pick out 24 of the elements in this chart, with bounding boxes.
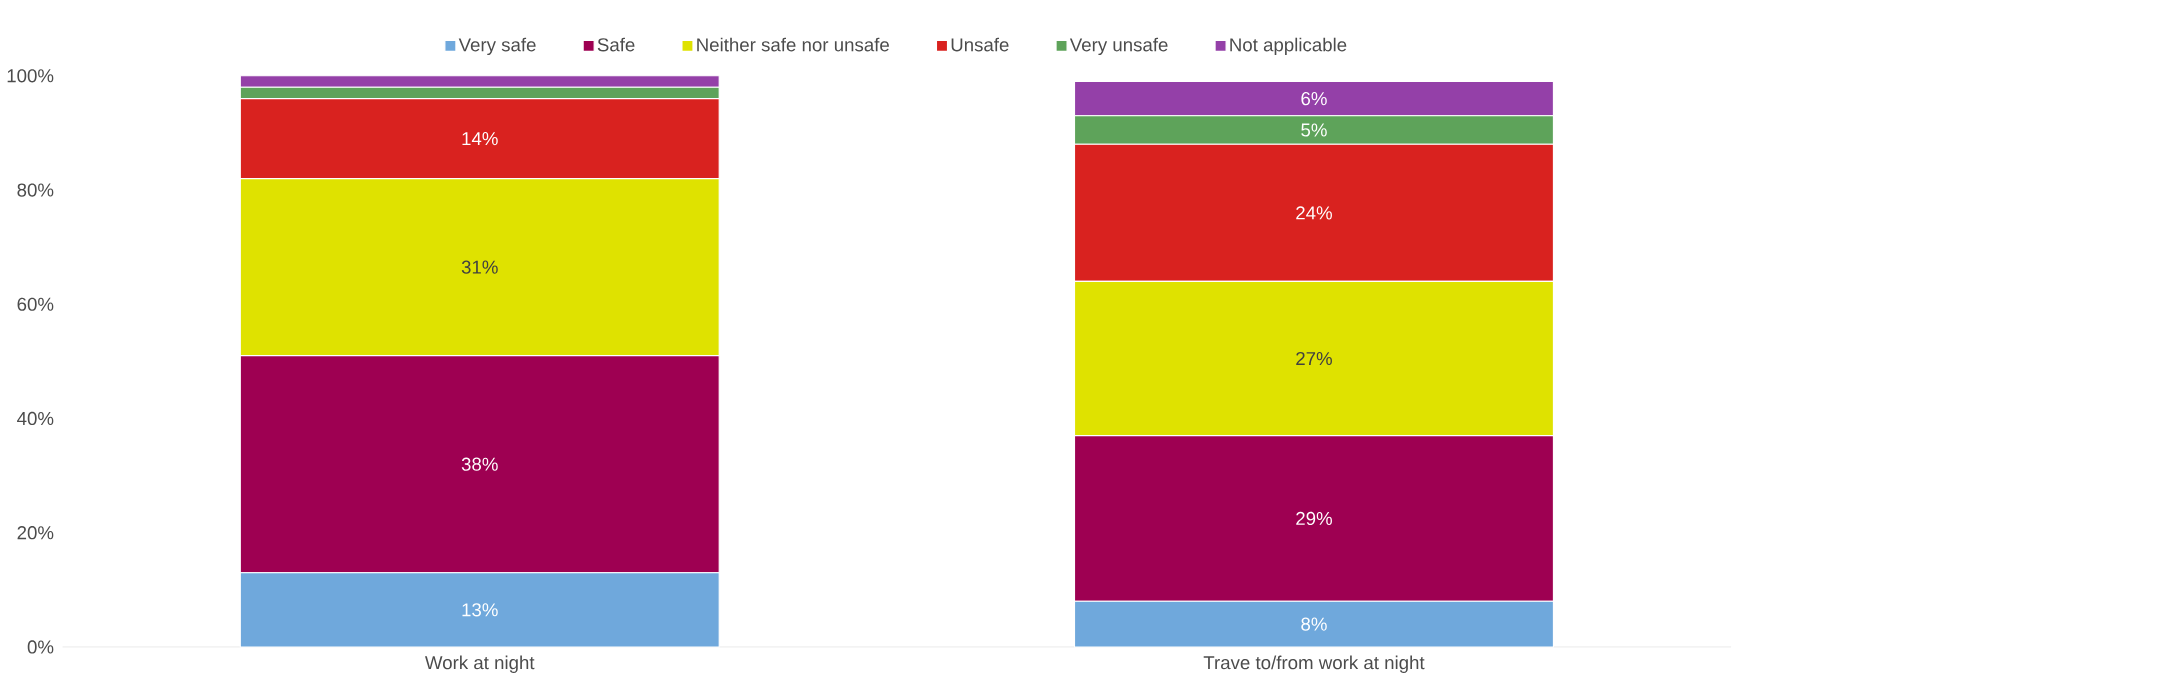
data-label: 27% xyxy=(1296,351,1332,366)
legend-label: Safe xyxy=(597,37,635,52)
y-tick-label: 20% xyxy=(17,526,54,540)
data-label: 14% xyxy=(462,132,498,146)
data-label: 6% xyxy=(1301,92,1327,106)
x-tick-label: Work at night xyxy=(425,655,535,673)
legend-label: Not applicable xyxy=(1230,37,1347,56)
data-label: 13% xyxy=(462,603,498,617)
y-tick-label: 40% xyxy=(17,411,54,426)
x-tick-label: Trave to/from work at night xyxy=(1203,655,1425,673)
legend-label: Very safe xyxy=(458,37,536,56)
legend-label: Very unsafe xyxy=(1069,37,1168,56)
data-label: 5% xyxy=(1301,123,1327,137)
y-tick-label: 60% xyxy=(17,297,54,311)
data-label: 24% xyxy=(1296,206,1332,220)
y-tick-label: 0% xyxy=(27,640,54,654)
data-label: 31% xyxy=(461,260,498,274)
legend-label: Neither safe nor unsafe xyxy=(697,37,889,52)
data-label: 38% xyxy=(461,457,498,471)
y-tick-label: 80% xyxy=(17,183,54,197)
data-label: 8% xyxy=(1301,617,1327,631)
data-label: 29% xyxy=(1296,511,1332,526)
legend-label: Unsafe xyxy=(951,37,1009,52)
y-tick-label: 100% xyxy=(7,69,54,83)
